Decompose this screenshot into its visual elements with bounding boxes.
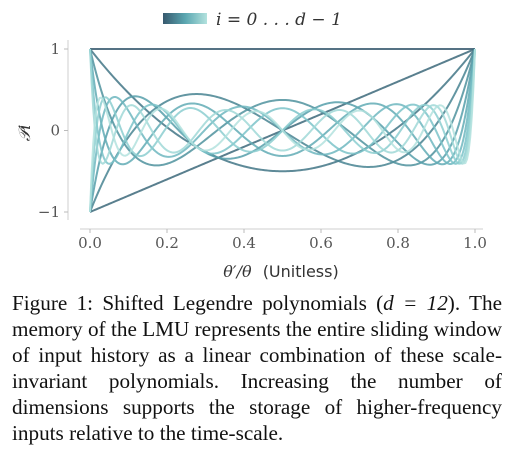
x-tick-label: 0.6 <box>309 234 333 252</box>
series-layer <box>89 48 476 213</box>
legend-colormap-swatch <box>163 13 207 24</box>
series-line-4 <box>89 48 476 167</box>
x-tick-label: 0.4 <box>232 234 256 252</box>
ticks: 0.0 0.2 0.4 0.6 0.8 1.0 −1 0 1 <box>38 40 487 252</box>
x-tick-label: 0.0 <box>78 234 102 252</box>
x-axis-label: θ′/θ (Unitless) <box>223 262 338 281</box>
x-tick-label: 1.0 <box>463 234 487 252</box>
figure-caption: Figure 1: Shifted Legendre polynomials (… <box>12 290 502 446</box>
y-tick-label: 1 <box>50 40 60 58</box>
x-axis-label-text: (Unitless) <box>263 262 339 281</box>
y-tick-label: 0 <box>50 122 60 140</box>
caption-math: d = 12 <box>383 291 448 315</box>
x-axis-label-math: θ′/θ <box>223 262 252 281</box>
x-tick-label: 0.2 <box>155 234 179 252</box>
legendre-chart: i = 0 . . . d − 1 0.0 0.2 0.4 0.6 0.8 1.0 −1 0 1… <box>15 10 487 281</box>
series-line-6 <box>89 48 476 166</box>
y-tick-label: −1 <box>38 203 60 221</box>
figure: i = 0 . . . d − 1 0.0 0.2 0.4 0.6 0.8 1.0 −1 0 1… <box>15 10 487 281</box>
legend-label: i = 0 . . . d − 1 <box>216 10 342 30</box>
caption-body: ). The memory of the LMU represents the … <box>12 291 502 445</box>
legend: i = 0 . . . d − 1 <box>163 10 342 30</box>
series-line-10 <box>89 48 476 165</box>
y-axis-label: 𝒫i <box>15 125 34 142</box>
x-tick-label: 0.8 <box>386 234 410 252</box>
series-line-8 <box>89 48 476 165</box>
caption-lead: Figure 1: Shifted Legendre polynomials ( <box>12 291 384 315</box>
series-line-11 <box>89 48 476 213</box>
